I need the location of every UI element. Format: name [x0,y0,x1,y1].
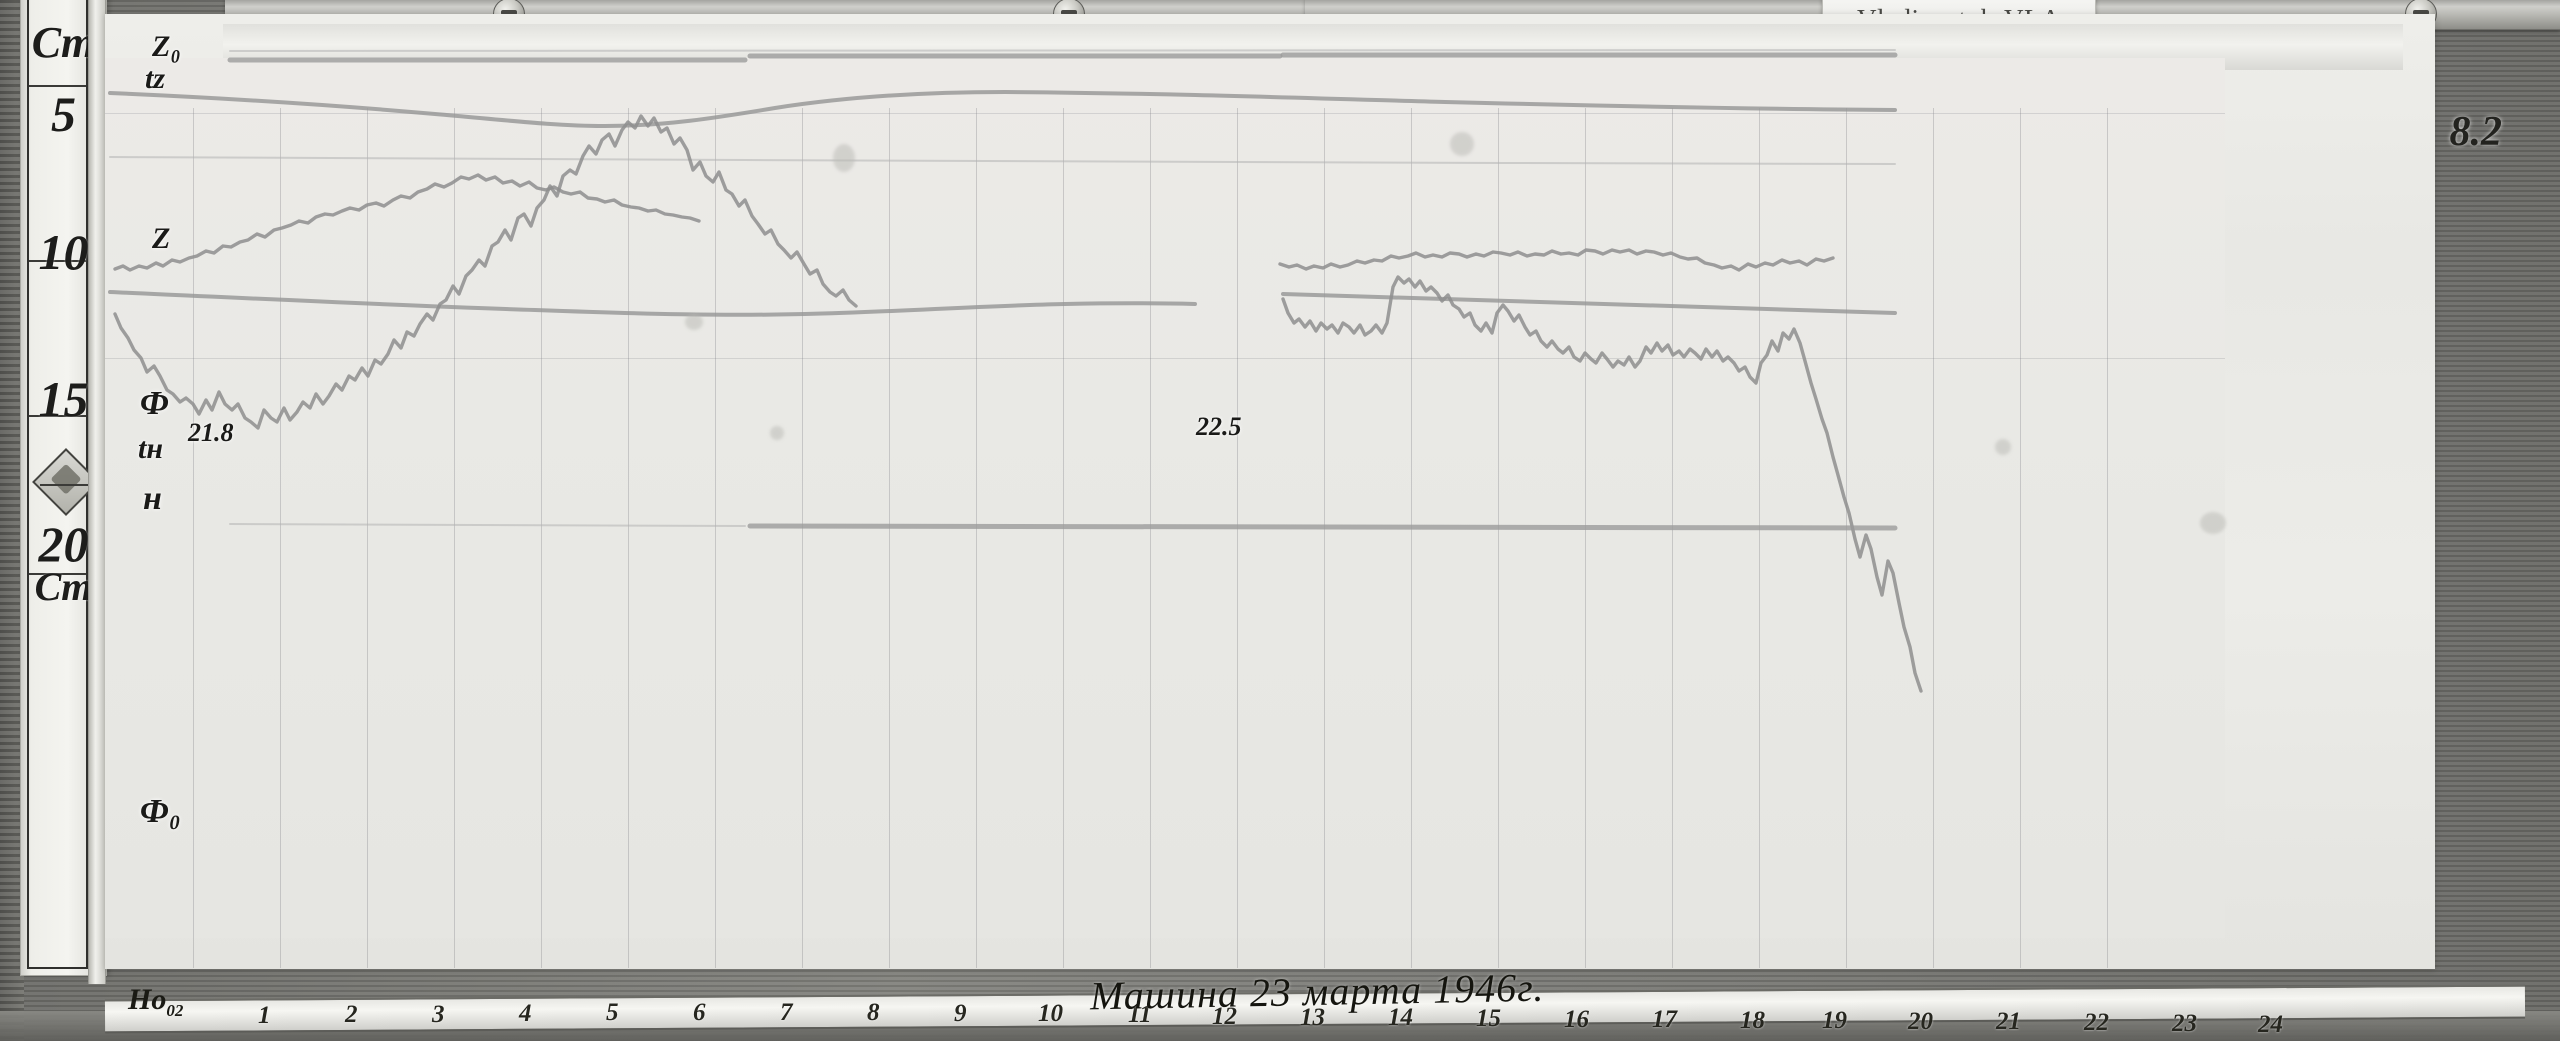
trace-label-tn: tн [138,432,163,465]
cm-label-bottom-unit: Cm [34,564,93,609]
hour-tick-4: 4 [519,1000,532,1027]
cm-label-20: 20 [38,516,89,572]
trace-label-z0: Z₀ [152,30,181,63]
record-caption: Машина 23 марта 1946г. [1089,964,1545,1019]
hour-tick-12: 12 [1212,1003,1237,1030]
hour-tick-19: 19 [1822,1007,1847,1034]
annotation-top-right-value: 8.2 [2449,109,2503,155]
hour-tick-7: 7 [780,999,793,1026]
hour-tick-21: 21 [1996,1008,2021,1035]
paper-smudge-5 [1995,439,2011,455]
paper-smudge-1 [833,144,855,172]
trace-label-d0: Ф₀ [140,793,181,830]
hour-tick-23: 23 [2172,1010,2197,1037]
trace-h-segment-1 [113,114,858,430]
hour-tick-17: 17 [1652,1006,1677,1033]
hour-tick-1: 1 [258,1002,271,1029]
paper-smudge-3 [685,314,703,330]
trace-tn-segment-1 [108,290,1197,317]
trace-d-segment-1 [113,173,701,272]
magnetogram-paper [105,14,2435,969]
hour-tick-6: 6 [693,999,706,1026]
hour-tick-14: 14 [1388,1004,1413,1031]
hour-tick-16: 16 [1564,1006,1589,1033]
hour-start-sub: 02 [166,1001,184,1020]
hour-tick-18: 18 [1740,1007,1765,1034]
trace-d0-right [747,523,1898,531]
index-marker-wire [40,484,102,486]
hour-tick-8: 8 [867,999,880,1026]
hour-tick-11: 11 [1128,1001,1152,1028]
paper-smudge-4 [770,426,784,440]
trace-edge-upper [229,49,1896,52]
trace-label-z: Z [152,222,171,255]
hour-tick-20: 20 [1908,1008,1933,1035]
cm-tick-10 [29,260,86,262]
trace-d-segment-2 [1278,248,1835,272]
trace-label-d: Ф [140,385,169,422]
cm-tick-20 [29,573,86,575]
trace-label-tz: tz [145,62,166,95]
hour-tick-5: 5 [606,999,619,1026]
hour-tick-22: 22 [2084,1009,2109,1036]
trace-z [109,156,1896,165]
hour-start-text: Но [128,983,167,1016]
cm-tick-5 [29,85,86,87]
hour-tick-3: 3 [432,1001,445,1028]
hour-axis-start-label: Но02 [128,983,183,1021]
paper-smudge-2 [1450,132,1474,156]
hour-tick-10: 10 [1038,1000,1063,1027]
hour-tick-13: 13 [1300,1004,1325,1031]
cm-label-15: 15 [38,371,89,427]
photo-blemish-right [2200,512,2226,534]
cm-label-top-unit: Cm [31,18,96,67]
trace-layer [108,49,1923,693]
annotation-mid-value: 22.5 [1196,412,1242,441]
annotation-left-value: 21.8 [188,418,234,447]
hour-tick-15: 15 [1476,1005,1501,1032]
trace-tn-segment-2 [1281,292,1897,315]
cm-tick-15 [29,415,86,417]
trace-h-segment-2 [1281,275,1923,693]
trace-tz [108,90,1897,128]
cm-label-10: 10 [38,224,89,280]
cm-label-5: 5 [51,86,76,142]
trace-d0-left [229,523,746,527]
hour-tick-2: 2 [345,1001,358,1028]
hour-tick-9: 9 [954,1000,967,1027]
hour-tick-24: 24 [2258,1011,2283,1038]
trace-label-h: н [143,480,162,517]
scale-rail [88,0,106,984]
recording-sheet [105,58,2225,968]
